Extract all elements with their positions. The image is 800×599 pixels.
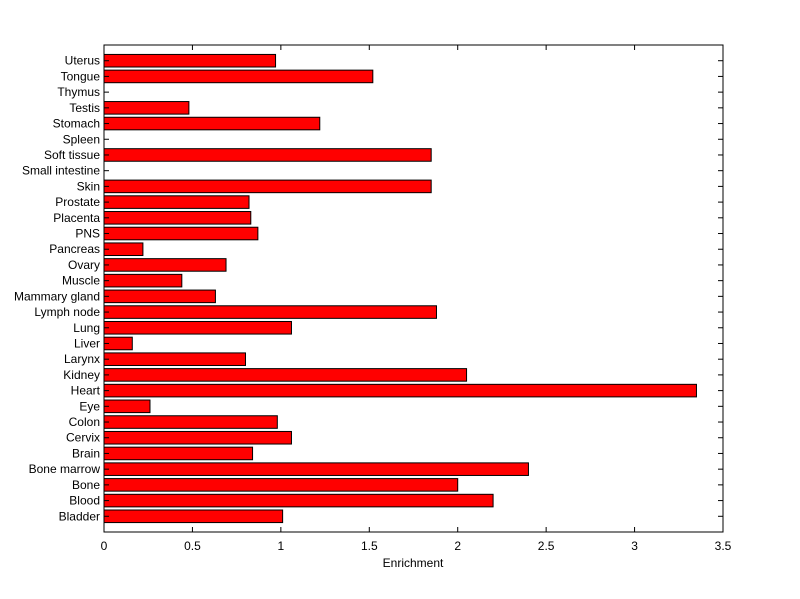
- y-tick-label: Brain: [72, 446, 100, 460]
- y-tick-label: Uterus: [65, 54, 100, 68]
- bar-larynx: [103, 352, 246, 366]
- y-tick-label: Spleen: [63, 132, 100, 146]
- bar-mammary-gland: [103, 289, 216, 304]
- bar-soft-tissue: [103, 148, 432, 162]
- y-tick-label: Muscle: [62, 274, 100, 288]
- y-tick-label: Thymus: [57, 85, 100, 99]
- bar-bone-marrow: [103, 462, 529, 476]
- bar-muscle: [103, 273, 183, 288]
- bar-cervix: [103, 430, 292, 445]
- bar-ovary: [103, 258, 227, 272]
- y-tick-label: Larynx: [64, 352, 100, 366]
- bar-prostate: [103, 195, 250, 209]
- y-tick-label: Heart: [71, 384, 101, 398]
- x-tick-label: 2.5: [538, 539, 555, 553]
- bar-colon: [103, 415, 278, 429]
- y-tick-label: Ovary: [68, 258, 100, 272]
- bar-testis: [103, 101, 190, 115]
- y-tick-label: Stomach: [53, 117, 100, 131]
- bar-lymph-node: [103, 305, 437, 319]
- bar-brain: [103, 446, 254, 461]
- y-tick-label: Cervix: [66, 431, 100, 445]
- y-tick-label: Eye: [79, 399, 100, 413]
- bar-lung: [103, 320, 292, 335]
- x-tick-label: 1.5: [361, 539, 378, 553]
- y-tick-label: Skin: [77, 179, 100, 193]
- x-tick-label: 2: [454, 539, 461, 553]
- y-tick-label: Liver: [74, 336, 100, 350]
- y-tick-label: Lymph node: [34, 305, 100, 319]
- y-tick-label: Bladder: [59, 509, 100, 523]
- x-tick-label: 1: [278, 539, 285, 553]
- y-tick-label: Kidney: [63, 368, 100, 382]
- y-tick-label: PNS: [75, 227, 100, 241]
- bar-pns: [103, 226, 259, 241]
- y-tick-label: Prostate: [55, 195, 100, 209]
- y-tick-label: Placenta: [53, 211, 100, 225]
- bar-uterus: [103, 53, 277, 68]
- y-tick-label: Colon: [69, 415, 100, 429]
- x-tick-label: 3.5: [715, 539, 732, 553]
- plot-frame: [103, 44, 724, 533]
- x-axis-title: Enrichment: [383, 556, 444, 570]
- bar-placenta: [103, 211, 252, 225]
- bar-skin: [103, 179, 432, 194]
- x-tick-label: 3: [631, 539, 638, 553]
- bar-eye: [103, 399, 151, 414]
- bar-tongue: [103, 69, 374, 84]
- y-tick-label: Tongue: [61, 69, 101, 83]
- x-tick-label: 0: [101, 539, 108, 553]
- y-tick-label: Bone: [72, 478, 100, 492]
- bar-heart: [103, 383, 697, 398]
- bar-pancreas: [103, 242, 144, 257]
- y-tick-label: Small intestine: [22, 164, 100, 178]
- y-tick-label: Blood: [69, 494, 100, 508]
- y-tick-label: Soft tissue: [44, 148, 100, 162]
- bar-kidney: [103, 368, 468, 382]
- bar-bone: [103, 478, 459, 492]
- bar-bladder: [103, 509, 284, 524]
- y-tick-label: Pancreas: [49, 242, 100, 256]
- bar-blood: [103, 493, 494, 508]
- ticks-layer: [103, 45, 724, 532]
- y-tick-label: Mammary gland: [14, 289, 100, 303]
- y-tick-label: Bone marrow: [29, 462, 101, 476]
- y-tick-label: Testis: [69, 101, 100, 115]
- bar-stomach: [103, 116, 321, 131]
- x-tick-label: 0.5: [184, 539, 201, 553]
- y-tick-label: Lung: [73, 321, 100, 335]
